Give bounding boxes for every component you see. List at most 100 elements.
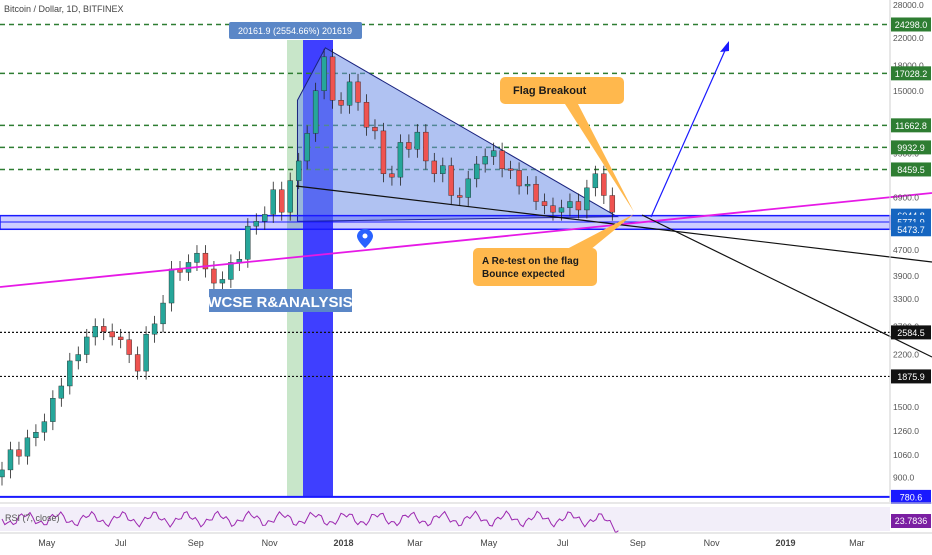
price-tag <box>891 140 931 155</box>
price-tag <box>891 325 931 340</box>
candle-body <box>101 326 107 332</box>
rsi-value: 23.7836 <box>895 516 928 526</box>
candle-body <box>279 189 285 213</box>
callout-pointer-top <box>565 104 634 212</box>
candle-body <box>160 302 166 325</box>
x-tick-label: May <box>480 538 498 548</box>
candle-body <box>448 165 454 196</box>
candle-body <box>270 189 276 215</box>
candle-body <box>143 334 149 372</box>
y-tick-label: 1060.0 <box>893 450 919 460</box>
candle-body <box>117 336 124 340</box>
candle-body <box>194 252 200 263</box>
candles-layer <box>0 48 616 486</box>
candle-body <box>67 360 73 387</box>
flag-breakout-text: Flag Breakout <box>513 85 587 97</box>
x-tick-label: 2019 <box>775 538 795 548</box>
rsi-label: RSI (7, close) <box>5 513 60 523</box>
candle-body <box>134 354 141 372</box>
candle-body <box>245 225 251 260</box>
x-tick-label: Nov <box>704 538 721 548</box>
candle-body <box>168 268 175 304</box>
candle-body <box>50 398 56 422</box>
price-tag-label: 11662.8 <box>895 121 927 131</box>
price-tag <box>891 162 931 177</box>
candle-body <box>41 421 48 433</box>
candle-body <box>499 150 505 170</box>
projection-arrowhead-icon <box>720 41 729 52</box>
candle-body <box>584 187 590 211</box>
levels-layer <box>0 23 890 498</box>
price-tag <box>891 118 931 133</box>
y-tick-label: 900.0 <box>893 472 915 482</box>
candle-body <box>363 102 370 128</box>
candle-body <box>440 165 446 174</box>
candle-body <box>338 100 344 106</box>
x-tick-label: Sep <box>630 538 646 548</box>
retest-text-line1: A Re-test on the flag <box>482 256 579 267</box>
x-tick-label: Mar <box>849 538 865 548</box>
x-axis-ticks: May Jul Sep Nov 2018 Mar May Jul Sep Nov 2019 Mar <box>38 538 864 548</box>
y-tick-label: 3300.0 <box>893 294 919 304</box>
candle-body <box>516 170 522 187</box>
map-pin-dot <box>362 233 368 239</box>
candle-body <box>558 207 565 213</box>
candle-body <box>211 268 217 284</box>
candle-body <box>329 56 336 101</box>
candle-body <box>287 180 293 213</box>
candle-body <box>58 385 65 399</box>
candle-body <box>202 252 209 270</box>
candle-body <box>482 156 488 165</box>
candle-body <box>490 150 497 157</box>
price-tag-label: 5473.7 <box>897 225 925 235</box>
candle-body <box>541 201 548 206</box>
price-tag <box>891 17 931 32</box>
candle-body <box>380 130 387 174</box>
candle-body <box>346 81 353 106</box>
candle-body <box>228 262 234 280</box>
candle-body <box>372 127 378 132</box>
candle-body <box>431 160 438 174</box>
price-tag-label: 780.6 <box>900 492 923 502</box>
y-tick-label: 4700.0 <box>893 245 919 255</box>
price-tag <box>891 66 931 81</box>
x-tick-label: May <box>38 538 56 548</box>
candle-body <box>389 173 395 178</box>
candle-body <box>262 214 268 222</box>
x-tick-label: Sep <box>188 538 204 548</box>
x-tick-label: Jul <box>115 538 127 548</box>
candle-body <box>592 173 599 189</box>
candle-body <box>92 326 98 338</box>
price-tag <box>891 222 931 237</box>
magenta-trendline <box>0 192 932 288</box>
candle-body <box>84 336 90 355</box>
candle-body <box>414 131 421 150</box>
watermark-text: WCSE R&ANALYSIS <box>207 294 352 311</box>
candle-body <box>507 168 514 171</box>
projection-arrow-line <box>650 45 728 218</box>
candle-body <box>304 133 310 162</box>
black-trendline-lower <box>641 214 932 358</box>
price-tag-label: 2584.5 <box>897 328 925 338</box>
candle-body <box>355 81 361 103</box>
chart-title: Bitcoin / Dollar, 1D, BITFINEX <box>4 4 124 14</box>
candle-body <box>151 323 158 335</box>
watermark-box <box>209 289 352 312</box>
candle-body <box>33 431 39 439</box>
flag-breakout-callout <box>500 77 624 104</box>
price-tags: 24298.017028.211662.89932.98459.56044.85… <box>891 17 931 504</box>
candle-body <box>423 131 429 162</box>
candle-body <box>406 142 412 150</box>
candle-body <box>397 142 404 178</box>
candle-body <box>609 195 616 213</box>
candle-body <box>7 449 14 471</box>
candle-body <box>109 331 115 338</box>
candle-body <box>473 163 480 180</box>
candle-body <box>550 205 556 213</box>
candle-body <box>75 354 81 362</box>
price-tag <box>891 489 931 504</box>
candle-body <box>0 469 5 478</box>
